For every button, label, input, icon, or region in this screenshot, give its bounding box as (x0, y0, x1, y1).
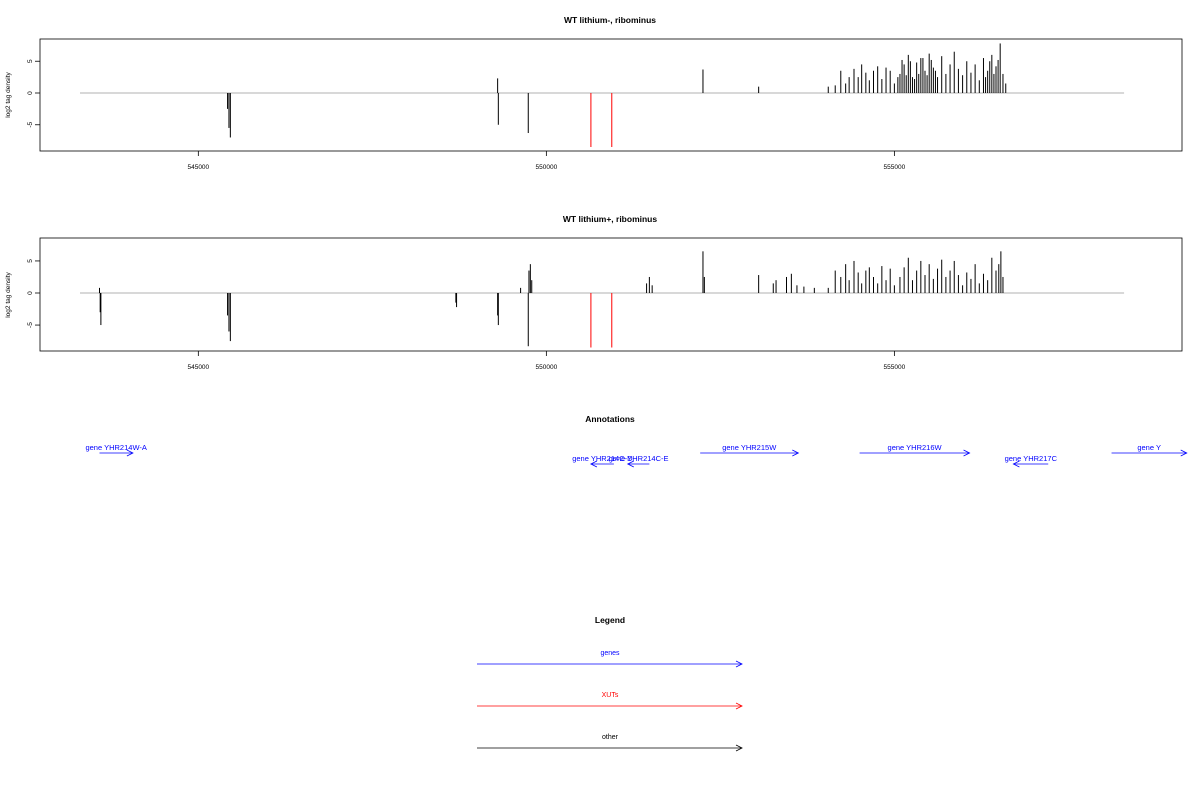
y-axis-label: log2 tag density (5, 71, 12, 117)
gene-feature: gene YHR215W (700, 443, 800, 457)
arrow-head (590, 460, 598, 468)
y-tick-label: 5 (27, 59, 34, 63)
legend-label: XUTs (602, 692, 619, 699)
track-panel-lithium-minus: WT lithium-, ribominus log2 tag density … (5, 15, 1183, 171)
arrow-head (126, 449, 134, 457)
x-tick-label: 555000 (884, 164, 906, 171)
gene-label: gene YHR217C (1005, 454, 1058, 463)
gene-label: gene YHR214W-A (85, 443, 146, 452)
gene-feature: gene YHR217C (1005, 454, 1058, 468)
x-tick-label: 550000 (536, 164, 558, 171)
y-tick-label: 5 (27, 259, 34, 263)
legend-label: genes (600, 650, 620, 657)
legend-item: XUTs (477, 692, 743, 710)
panel-title: WT lithium+, ribominus (563, 214, 657, 224)
arrow-head (792, 449, 800, 457)
bars (227, 43, 1007, 147)
legend-item: genes (477, 650, 743, 668)
gene-label: gene YHR216W (888, 443, 943, 452)
y-tick-label: -5 (27, 322, 34, 328)
axes: 545000 550000 555000 5 0 -5 (27, 259, 1125, 371)
y-axis-label: log2 tag density (5, 271, 12, 317)
legend-arrow-head (735, 702, 743, 710)
axes: 545000 550000 555000 5 0 -5 (27, 59, 1125, 171)
gene-feature: gene YHR214C-D (572, 454, 633, 468)
y-tick-label: 0 (27, 291, 34, 295)
legend-title: Legend (595, 615, 625, 625)
legend-items: genes XUTs other (477, 650, 743, 752)
gene-feature: gene Y (1111, 443, 1188, 457)
plot-frame (39, 237, 1183, 352)
annotations-track: Annotations gene YHR214W-A gene YHR214C-D… (85, 414, 1188, 468)
legend-arrow-head (735, 744, 743, 752)
gene-label: gene YHR214C-E (609, 454, 669, 463)
gene-feature: gene YHR216W (859, 443, 971, 457)
x-tick-label: 550000 (536, 364, 558, 371)
arrow-head (1012, 460, 1020, 468)
plot-frame (39, 38, 1183, 152)
y-tick-label: -5 (27, 121, 34, 127)
y-tick-label: 0 (27, 91, 34, 95)
x-tick-label: 545000 (187, 164, 209, 171)
gene-label: gene YHR215W (722, 443, 777, 452)
legend: Legend genes XUTs other (477, 615, 743, 752)
bars (98, 251, 1004, 348)
annotations-title: Annotations (585, 414, 635, 424)
x-tick-label: 545000 (187, 364, 209, 371)
arrow-head (1180, 449, 1188, 457)
legend-label: other (602, 734, 619, 741)
arrow-head (963, 449, 971, 457)
x-tick-label: 555000 (884, 364, 906, 371)
arrow-head (626, 460, 634, 468)
legend-item: other (477, 734, 743, 752)
gene-feature: gene YHR214W-A (85, 443, 147, 457)
gene-label: gene Y (1137, 443, 1161, 452)
panel-title: WT lithium-, ribominus (564, 15, 656, 25)
legend-arrow-head (735, 660, 743, 668)
gene-label: gene YHR214C-D (572, 454, 633, 463)
gene-feature: gene YHR214C-E (609, 454, 669, 468)
track-panel-lithium-plus: WT lithium+, ribominus log2 tag density … (5, 214, 1183, 371)
